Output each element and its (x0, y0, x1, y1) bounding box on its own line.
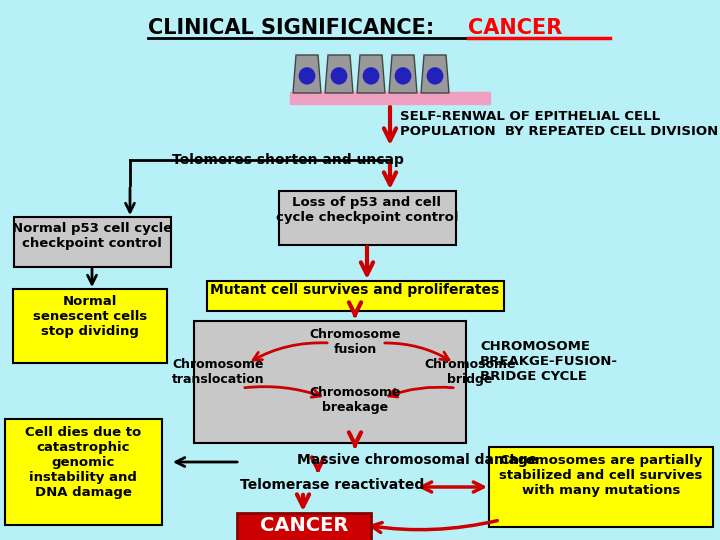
Text: CLINICAL SIGNIFICANCE:: CLINICAL SIGNIFICANCE: (148, 18, 441, 38)
Text: CANCER: CANCER (468, 18, 562, 38)
Text: Loss of p53 and cell
cycle checkpoint control: Loss of p53 and cell cycle checkpoint co… (276, 196, 458, 224)
Polygon shape (389, 55, 417, 93)
Text: Chromosomes are partially
stabilized and cell survives
with many mutations: Chromosomes are partially stabilized and… (499, 454, 703, 497)
Text: Chromosome
fusion: Chromosome fusion (310, 328, 401, 356)
FancyBboxPatch shape (237, 513, 371, 540)
Polygon shape (325, 55, 353, 93)
Ellipse shape (300, 68, 315, 84)
FancyBboxPatch shape (14, 217, 171, 267)
Polygon shape (293, 55, 321, 93)
Text: SELF-RENWAL OF EPITHELIAL CELL
POPULATION  BY REPEATED CELL DIVISION: SELF-RENWAL OF EPITHELIAL CELL POPULATIO… (400, 110, 719, 138)
Text: Mutant cell survives and proliferates: Mutant cell survives and proliferates (210, 283, 500, 297)
Text: Normal
senescent cells
stop dividing: Normal senescent cells stop dividing (33, 295, 147, 338)
Text: Chromosome
translocation: Chromosome translocation (171, 358, 264, 386)
FancyBboxPatch shape (5, 419, 162, 525)
Ellipse shape (395, 68, 410, 84)
Text: CHROMOSOME
BREAKGE-FUSION-
BRIDGE CYCLE: CHROMOSOME BREAKGE-FUSION- BRIDGE CYCLE (480, 340, 618, 383)
Polygon shape (357, 55, 385, 93)
FancyBboxPatch shape (279, 191, 456, 245)
Text: Normal p53 cell cycle
checkpoint control: Normal p53 cell cycle checkpoint control (12, 222, 172, 250)
Text: CANCER: CANCER (260, 516, 348, 535)
Text: Chromosome
breakage: Chromosome breakage (310, 386, 401, 414)
Text: Telomeres shorten and uncap: Telomeres shorten and uncap (172, 153, 404, 167)
FancyBboxPatch shape (207, 281, 504, 311)
FancyBboxPatch shape (13, 289, 167, 363)
Text: Cell dies due to
catastrophic
genomic
instability and
DNA damage: Cell dies due to catastrophic genomic in… (25, 426, 141, 499)
Bar (290, 92, 490, 104)
Text: Telomerase reactivated: Telomerase reactivated (240, 478, 424, 492)
Text: Chromosome
bridge: Chromosome bridge (424, 358, 516, 386)
Ellipse shape (331, 68, 347, 84)
Ellipse shape (427, 68, 443, 84)
Polygon shape (421, 55, 449, 93)
Ellipse shape (364, 68, 379, 84)
Text: Massive chromosomal damage: Massive chromosomal damage (297, 453, 537, 467)
FancyBboxPatch shape (489, 447, 713, 527)
FancyBboxPatch shape (194, 321, 466, 443)
